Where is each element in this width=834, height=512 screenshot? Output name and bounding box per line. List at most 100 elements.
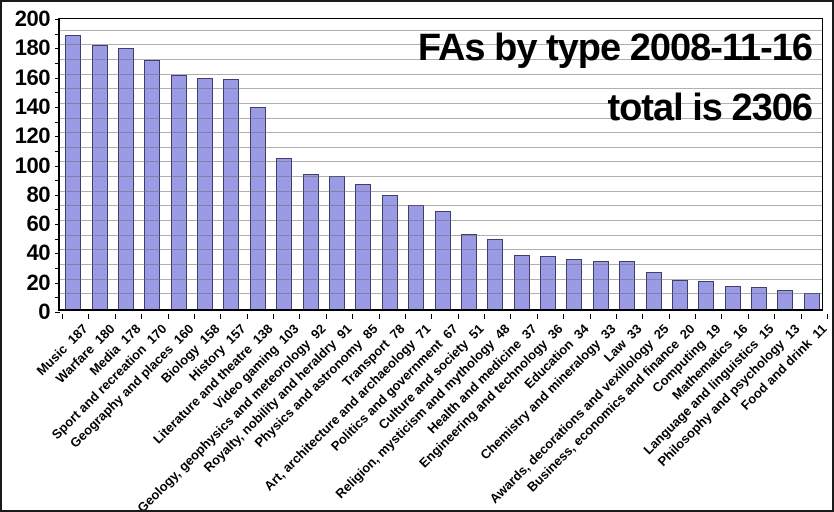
y-axis-tick	[55, 253, 60, 254]
bar-chemistry-and-mineralogy	[593, 261, 609, 309]
x-axis-tick	[405, 314, 406, 319]
bar-sport-and-recreation	[144, 60, 160, 309]
gridline	[60, 220, 822, 221]
bar-politics-and-government	[435, 211, 451, 309]
y-axis-tick	[55, 136, 60, 137]
x-axis-tick	[748, 314, 749, 319]
bar-geography-and-places	[171, 75, 187, 309]
y-axis-tick	[55, 239, 60, 240]
gridline	[60, 293, 822, 294]
gridline	[60, 147, 822, 148]
bar-physics-and-astronomy	[355, 184, 371, 309]
gridline	[60, 30, 822, 31]
bar-biology	[197, 78, 213, 309]
gridline	[60, 191, 822, 192]
y-axis-label: 120	[14, 123, 51, 148]
y-axis-tick	[55, 166, 60, 167]
bar-literature-and-theatre	[250, 107, 266, 309]
y-axis-tick	[55, 78, 60, 79]
y-axis-tick	[55, 92, 60, 93]
x-axis-tick	[563, 314, 564, 319]
gridline	[60, 74, 822, 75]
y-axis-tick	[55, 34, 60, 35]
x-axis-tick	[273, 314, 274, 319]
gridline	[60, 264, 822, 265]
gridline	[60, 161, 822, 162]
gridline	[60, 59, 822, 60]
x-axis-tick	[379, 314, 380, 319]
bar-food-and-drink	[804, 293, 820, 309]
y-axis-tick	[55, 19, 60, 20]
y-axis-tick	[55, 195, 60, 196]
bar-education	[566, 259, 582, 309]
plot-area	[58, 18, 823, 311]
y-axis-label: 200	[14, 6, 51, 31]
x-axis-tick	[484, 314, 485, 319]
bar-health-and-medicine	[514, 255, 530, 309]
x-axis-tick	[669, 314, 670, 319]
x-axis-tick	[827, 314, 828, 319]
chart-title: FAs by type 2008-11-16	[417, 27, 813, 69]
bar-language-and-linguistics	[751, 287, 767, 309]
x-axis-tick	[326, 314, 327, 319]
bar-history	[223, 79, 239, 309]
x-axis-tick	[352, 314, 353, 319]
y-axis-tick	[55, 151, 60, 152]
x-axis-tick	[695, 314, 696, 319]
x-axis-tick	[141, 314, 142, 319]
bar-engineering-and-technology	[540, 256, 556, 309]
bar-computing	[698, 281, 714, 309]
gridline	[60, 249, 822, 250]
x-axis-tick	[194, 314, 195, 319]
y-axis-tick	[55, 63, 60, 64]
bar-law	[619, 261, 635, 309]
y-axis-label: 60	[26, 211, 51, 236]
y-axis-tick	[55, 224, 60, 225]
y-axis-label: 80	[26, 182, 51, 207]
y-axis-label: 20	[26, 270, 51, 295]
bar-geology-geophysics-and-meteorology	[303, 174, 319, 309]
chart-subtitle: total is 2306	[607, 87, 813, 129]
gridline	[60, 205, 822, 206]
x-axis-tick	[168, 314, 169, 319]
y-axis-tick	[55, 209, 60, 210]
x-axis-tick	[62, 314, 63, 319]
gridline	[60, 132, 822, 133]
bar-philosophy-and-psychology	[777, 290, 793, 309]
x-axis-tick	[299, 314, 300, 319]
gridline	[60, 235, 822, 236]
bar-warfare	[92, 45, 108, 309]
bar-video-gaming	[276, 158, 292, 309]
chart-title-block: FAs by type 2008-11-16 total is 2306	[417, 18, 813, 138]
y-axis-tick	[55, 312, 60, 313]
y-axis-tick	[55, 283, 60, 284]
bar-transport	[382, 195, 398, 309]
bar-religion-mysticism-and-mythology	[487, 239, 503, 309]
gridline	[60, 118, 822, 119]
x-axis-tick	[458, 314, 459, 319]
gridline	[60, 88, 822, 89]
y-axis-label: 0	[38, 299, 50, 324]
y-axis-tick	[55, 107, 60, 108]
y-axis-label: 180	[14, 35, 51, 60]
x-axis-tick	[431, 314, 432, 319]
y-axis-label: 160	[14, 65, 51, 90]
x-axis-tick	[115, 314, 116, 319]
gridline	[60, 176, 822, 177]
x-axis-tick	[616, 314, 617, 319]
y-axis-tick	[55, 297, 60, 298]
x-axis-tick	[801, 314, 802, 319]
bar-awards-decorations-and-vexillology	[646, 272, 662, 309]
x-axis-tick	[774, 314, 775, 319]
x-axis-tick	[537, 314, 538, 319]
bar-culture-and-society	[461, 234, 477, 309]
x-axis-tick	[721, 314, 722, 319]
y-axis-label: 100	[14, 153, 51, 178]
bar-mathematics	[725, 286, 741, 309]
x-axis-tick	[510, 314, 511, 319]
x-axis-tick	[590, 314, 591, 319]
x-axis-tick	[247, 314, 248, 319]
x-axis-tick	[642, 314, 643, 319]
bar-business-economics-and-finance	[672, 280, 688, 309]
